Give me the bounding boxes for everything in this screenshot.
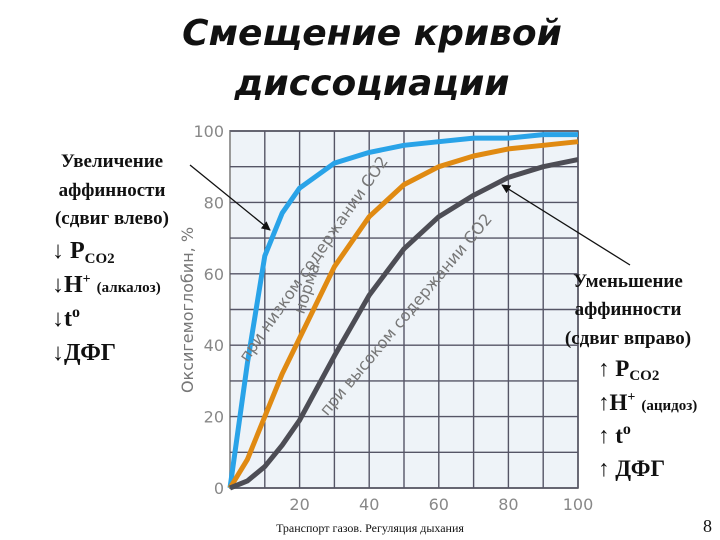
curve <box>229 157 579 491</box>
footer-caption: Транспорт газов. Регуляция дыхания <box>276 521 464 535</box>
factor-sup: o <box>72 304 80 321</box>
factor-sub: CO2 <box>629 368 659 384</box>
factor-sup: + <box>627 390 635 405</box>
arrow <box>501 184 631 266</box>
factor-sup: o <box>623 421 631 438</box>
x-tick-label: 80 <box>498 495 518 514</box>
right-line: аффинности <box>575 299 682 320</box>
factor: ↓to <box>52 304 80 332</box>
factor: ↑ to <box>598 421 631 448</box>
factor-sup: + <box>83 272 91 287</box>
factor: ↑H+ (ацидоз) <box>598 390 697 415</box>
factor: ↓ PCO2 <box>52 238 115 267</box>
arrow <box>189 164 271 231</box>
factor-text: ↑H <box>598 390 628 415</box>
left-line: аффинности <box>59 180 166 201</box>
y-axis-label: Оксигемоглобин, % <box>178 227 197 393</box>
x-tick-label: 20 <box>289 495 309 514</box>
factor-text: ↑ t <box>598 423 623 448</box>
right-line: Уменьшение <box>573 271 683 292</box>
factor-sub: CO2 <box>85 251 115 267</box>
y-tick-label: 40 <box>204 336 224 355</box>
y-tick-label: 80 <box>204 193 224 212</box>
title-line: Смещение кривой <box>182 13 562 54</box>
factor: ↑ ДФГ <box>598 456 665 481</box>
factor-text: ↓ P <box>52 238 85 264</box>
curve <box>227 139 579 490</box>
x-tick-label: 100 <box>563 495 594 514</box>
y-tick-label: 60 <box>204 265 224 284</box>
factor: ↑ PCO2 <box>598 356 659 384</box>
x-tick-label: 40 <box>359 495 379 514</box>
x-tick-label: 60 <box>429 495 449 514</box>
left-line: Увеличение <box>61 151 163 172</box>
plot: 0 20 40 60 80 100 20 40 60 80 100 Оксигемоглобин, %… <box>178 122 593 514</box>
page-number: 8 <box>703 516 712 536</box>
y-tick-label: 100 <box>193 122 224 141</box>
y-tick-label: 20 <box>204 408 224 427</box>
curve <box>227 132 578 489</box>
factor-note: (ацидоз) <box>641 398 697 414</box>
y-tick-label: 0 <box>214 479 224 498</box>
title-line: диссоциации <box>233 63 509 104</box>
factor-text: ↓t <box>52 306 72 332</box>
right-line: (сдвиг вправо) <box>565 328 691 349</box>
factor: ↓H+ (алкалоз) <box>52 272 161 298</box>
factor-text: ↑ P <box>598 356 629 381</box>
factor: ↓ДФГ <box>52 340 116 366</box>
factor-text: ↓H <box>52 272 83 298</box>
left-line: (сдвиг влево) <box>55 208 169 229</box>
factor-note: (алкалоз) <box>97 280 161 296</box>
